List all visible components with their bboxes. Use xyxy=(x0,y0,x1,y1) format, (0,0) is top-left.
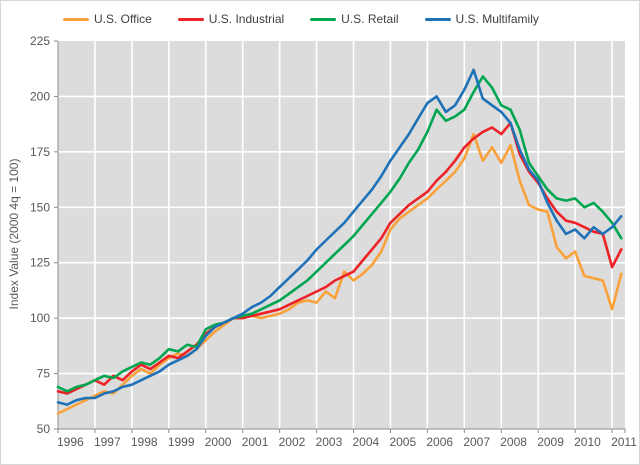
legend-line-swatch xyxy=(63,17,89,21)
x-tick-label: 2001 xyxy=(242,435,269,449)
series-line-u-s-office xyxy=(56,132,623,415)
y-tick-label: 100 xyxy=(30,311,50,325)
x-tick-label: 1997 xyxy=(94,435,121,449)
y-tick-label: 150 xyxy=(30,200,50,214)
y-tick-label: 175 xyxy=(30,145,50,159)
y-tick-label: 125 xyxy=(30,256,50,270)
series-line-u-s-multifamily xyxy=(56,68,623,406)
y-tick-label: 200 xyxy=(30,89,50,103)
x-tick-label: 2011 xyxy=(611,435,637,449)
x-tick-label: 2006 xyxy=(426,435,453,449)
legend-item: U.S. Multifamily xyxy=(424,12,539,26)
x-tick-label: 2007 xyxy=(463,435,490,449)
x-tick-label: 2010 xyxy=(574,435,601,449)
x-tick-label: 2000 xyxy=(205,435,232,449)
legend-line-swatch xyxy=(177,17,204,21)
x-tick-label: 1996 xyxy=(57,435,84,449)
legend-item: U.S. Office xyxy=(63,12,152,26)
legend-label: U.S. Retail xyxy=(341,12,399,26)
x-tick-label: 2004 xyxy=(353,435,380,449)
x-tick-label: 1998 xyxy=(131,435,158,449)
series-line-u-s-retail xyxy=(56,75,623,393)
x-tick-label: 2003 xyxy=(316,435,343,449)
legend-item: U.S. Industrial xyxy=(177,12,285,26)
x-tick-label: 1999 xyxy=(168,435,195,449)
x-tick-label: 2002 xyxy=(279,435,306,449)
x-tick-label: 2009 xyxy=(537,435,564,449)
legend-item: U.S. Retail xyxy=(310,12,399,26)
x-tick-label: 2005 xyxy=(389,435,416,449)
y-tick-label: 225 xyxy=(30,34,50,48)
legend-label: U.S. Multifamily xyxy=(455,12,539,26)
legend-label: U.S. Office xyxy=(94,12,152,26)
legend-line-swatch xyxy=(310,17,337,21)
legend-label: U.S. Industrial xyxy=(208,12,285,26)
y-axis-title: Index Value (2000 4q = 100) xyxy=(7,158,21,310)
y-tick-label: 50 xyxy=(37,422,51,436)
legend-line-swatch xyxy=(424,17,451,21)
y-tick-label: 75 xyxy=(37,367,51,381)
legend: U.S. Office U.S. Industrial U.S. Retail U.S… xyxy=(63,10,539,28)
x-tick-label: 2008 xyxy=(500,435,527,449)
